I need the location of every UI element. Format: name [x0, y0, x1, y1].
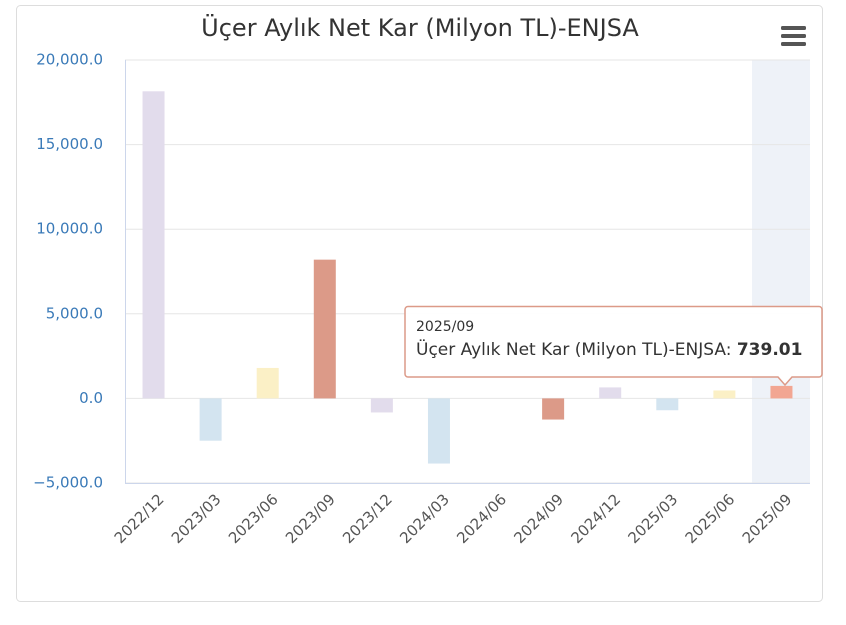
bar: [256, 367, 279, 399]
bar: [599, 387, 622, 399]
menu-button[interactable]: [781, 26, 806, 46]
bar: [656, 398, 679, 411]
bar: [713, 390, 736, 399]
bar: [199, 398, 222, 441]
tooltip-box: [404, 305, 823, 387]
bar: [142, 91, 165, 399]
tooltip: 2025/09 Üçer Aylık Net Kar (Milyon TL)-E…: [404, 305, 823, 387]
menu-line[interactable]: [781, 42, 806, 46]
bar: [370, 398, 393, 413]
bar: [770, 385, 793, 399]
tooltip-value: 739.01: [737, 340, 803, 360]
card: [16, 5, 823, 602]
bar: [313, 259, 336, 399]
tooltip-category: 2025/09: [416, 319, 474, 335]
tooltip-text: Üçer Aylık Net Kar (Milyon TL)-ENJSA: 73…: [416, 338, 802, 360]
y-tick-label: 10,000.0: [36, 220, 103, 238]
y-tick-label: −5,000.0: [33, 474, 103, 492]
hover-band: [752, 60, 810, 483]
bar: [542, 398, 565, 420]
menu-line[interactable]: [781, 26, 806, 30]
y-tick-label: 15,000.0: [36, 135, 103, 153]
bar: [427, 398, 450, 464]
chart-title: Üçer Aylık Net Kar (Milyon TL)-ENJSA: [201, 13, 639, 42]
tooltip-label: Üçer Aylık Net Kar (Milyon TL)-ENJSA:: [416, 338, 731, 360]
y-tick-label: 5,000.0: [46, 304, 103, 322]
menu-line[interactable]: [781, 34, 806, 38]
y-tick-label: 0.0: [79, 389, 103, 407]
y-tick-label: 20,000.0: [36, 51, 103, 69]
